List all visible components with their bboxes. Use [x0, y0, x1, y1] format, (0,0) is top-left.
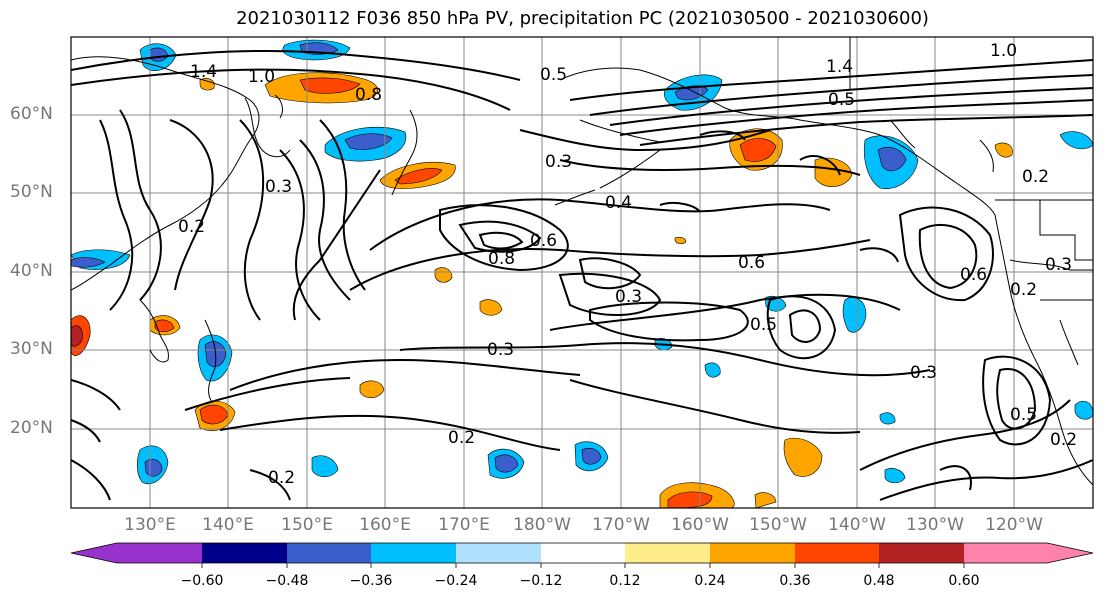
colorbar-segment: [879, 543, 964, 563]
pv-contours: [71, 49, 1093, 501]
coastlines: [71, 37, 1093, 486]
contour-label: 0.8: [355, 85, 382, 105]
contour-label: 0.3: [487, 340, 514, 360]
colorbar-segment: [795, 543, 879, 563]
lon-label-150w: 150°W: [749, 515, 807, 535]
contour-label: 0.6: [738, 253, 765, 273]
colorbar-segment: [456, 543, 541, 563]
contour-label: 0.6: [960, 265, 987, 285]
precip-shading: [71, 39, 1093, 508]
lon-label-160w: 160°W: [671, 515, 729, 535]
contour-label: 0.3: [265, 177, 292, 197]
lat-label-50n: 50°N: [10, 182, 53, 202]
colorbar-segment: [625, 543, 710, 563]
contour-label: 0.2: [268, 468, 295, 488]
contour-label: 0.8: [488, 249, 515, 269]
contour-label: 0.5: [1010, 405, 1037, 425]
graticule: [71, 37, 1093, 508]
lon-label-150e: 150°E: [281, 515, 333, 535]
contour-label: 0.5: [540, 65, 567, 85]
contour-label: 0.6: [530, 231, 557, 251]
contour-label: 0.4: [605, 193, 632, 213]
colorbar-tick-label: 0.24: [694, 573, 725, 589]
lon-label-130w: 130°W: [906, 515, 964, 535]
contour-label: 0.3: [545, 152, 572, 172]
contour-label: 0.3: [615, 287, 642, 307]
lat-label-40n: 40°N: [10, 261, 53, 281]
lon-label-140e: 140°E: [202, 515, 254, 535]
colorbar-segment: [117, 543, 202, 563]
contour-label: 0.2: [1050, 430, 1077, 450]
lat-label-20n: 20°N: [10, 418, 53, 438]
colorbar-segment: [541, 543, 625, 563]
lat-label-30n: 30°N: [10, 339, 53, 359]
contour-labels: 1.4 1.0 0.8 0.5 0.3 0.2 0.4 0.6 0.8 0.3 …: [178, 41, 1077, 488]
colorbar: −0.60 −0.48 −0.36 −0.24 −0.12 0.12 0.24 …: [70, 542, 1094, 589]
lon-label-180w: 180°W: [513, 515, 571, 535]
colorbar-tick-label: 0.48: [863, 573, 894, 589]
colorbar-segment: [71, 543, 117, 563]
contour-label: 1.4: [190, 62, 217, 82]
contour-label: 0.2: [448, 428, 475, 448]
colorbar-segment: [964, 543, 1047, 563]
colorbar-segment: [202, 543, 287, 563]
contour-label: 1.0: [248, 67, 275, 87]
lon-label-170e: 170°E: [438, 515, 490, 535]
colorbar-tick-label: 0.36: [779, 573, 810, 589]
colorbar-segment: [710, 543, 795, 563]
contour-label: 0.2: [178, 217, 205, 237]
lat-label-60n: 60°N: [10, 104, 53, 124]
contour-label: 1.4: [826, 57, 853, 77]
lon-label-120w: 120°W: [985, 515, 1043, 535]
colorbar-outline: [70, 542, 1094, 564]
contour-label: 0.3: [1045, 255, 1072, 275]
map-frame: [70, 36, 1094, 509]
map-title: 2021030112 F036 850 hPa PV, precipitatio…: [236, 8, 929, 29]
colorbar-tick-label: −0.24: [435, 573, 478, 589]
colorbar-segment: [1047, 543, 1093, 563]
colorbar-tick-label: −0.48: [266, 573, 309, 589]
colorbar-tick-label: −0.60: [181, 573, 224, 589]
map-area: 1.4 1.0 0.8 0.5 0.3 0.2 0.4 0.6 0.8 0.3 …: [71, 37, 1093, 508]
lon-label-170w: 170°W: [592, 515, 650, 535]
contour-label: 0.5: [828, 90, 855, 110]
contour-label: 0.3: [910, 363, 937, 383]
colorbar-tick-label: 0.12: [609, 573, 640, 589]
contour-label: 1.0: [990, 41, 1017, 61]
colorbar-tick-label: −0.12: [520, 573, 563, 589]
colorbar-segment: [371, 543, 456, 563]
lon-label-160e: 160°E: [359, 515, 411, 535]
colorbar-segment: [287, 543, 371, 563]
colorbar-tick-label: 0.60: [948, 573, 979, 589]
contour-label: 0.5: [750, 315, 777, 335]
lon-label-140w: 140°W: [828, 515, 886, 535]
contour-label: 0.2: [1010, 280, 1037, 300]
colorbar-tick-label: −0.36: [350, 573, 393, 589]
lon-label-130e: 130°E: [124, 515, 176, 535]
contour-label: 0.2: [1022, 167, 1049, 187]
